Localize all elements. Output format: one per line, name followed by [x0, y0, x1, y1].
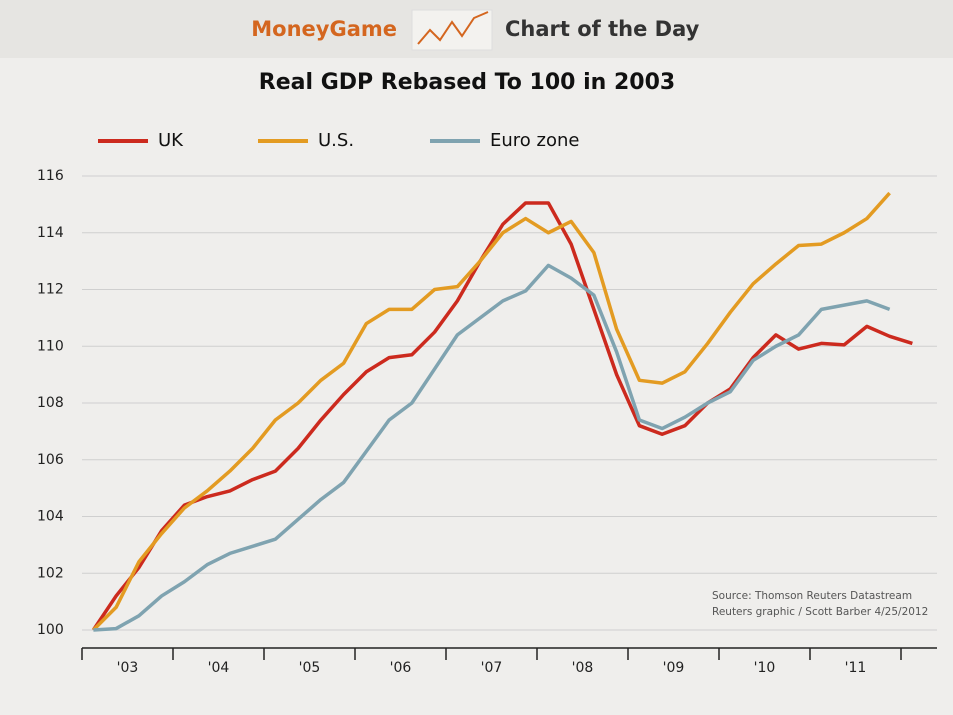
- series-line: [92, 191, 891, 632]
- x-tick-label: '03: [117, 660, 139, 676]
- x-tick-label: '08: [572, 660, 594, 676]
- y-tick-label: 114: [37, 225, 64, 241]
- x-tick-label: '06: [390, 660, 412, 676]
- x-tick-label: '04: [208, 660, 230, 676]
- brand: MoneyGame: [251, 17, 397, 41]
- legend-label: UK: [158, 130, 184, 151]
- y-tick-label: 110: [37, 338, 64, 354]
- legend-label: Euro zone: [490, 130, 579, 151]
- x-tick-label: '09: [663, 660, 685, 676]
- brand-icon: [411, 9, 493, 51]
- x-tick-label: '10: [754, 660, 776, 676]
- x-tick-label: '11: [845, 660, 867, 676]
- x-tick-label: '07: [481, 660, 503, 676]
- y-tick-label: 116: [37, 168, 64, 184]
- x-tick-label: '05: [299, 660, 321, 676]
- y-tick-label: 108: [37, 395, 64, 411]
- y-tick-label: 104: [37, 509, 64, 525]
- tagline: Chart of the Day: [505, 17, 700, 41]
- series-line: [93, 263, 891, 632]
- y-tick-label: 102: [37, 565, 64, 581]
- chart-title: Real GDP Rebased To 100 in 2003: [259, 70, 675, 95]
- y-tick-label: 106: [37, 452, 64, 468]
- y-tick-label: 100: [37, 622, 64, 638]
- source-note: Source: Thomson Reuters Datastream: [712, 590, 912, 602]
- legend-label: U.S.: [318, 130, 354, 151]
- y-tick-label: 112: [37, 282, 64, 298]
- series-line: [91, 201, 913, 631]
- source-note: Reuters graphic / Scott Barber 4/25/2012: [712, 606, 928, 618]
